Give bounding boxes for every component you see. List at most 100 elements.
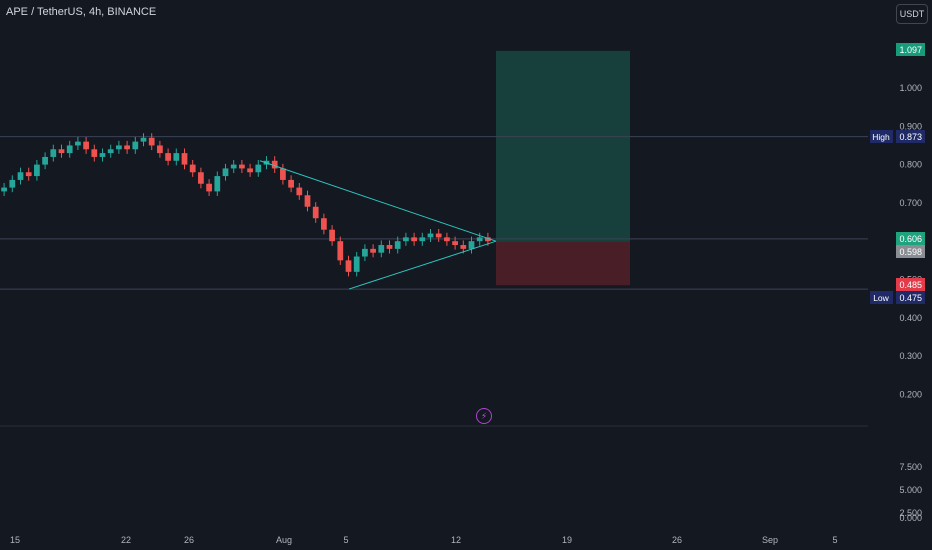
candle-body bbox=[362, 248, 368, 257]
candle-body bbox=[460, 245, 467, 249]
profit-zone bbox=[496, 50, 630, 242]
candle-body bbox=[91, 149, 98, 157]
price-tick-label: 0.900 bbox=[899, 121, 922, 131]
candle-body bbox=[304, 195, 311, 207]
time-tick-label: 12 bbox=[451, 535, 461, 545]
candle-body bbox=[370, 248, 376, 253]
price-tick-label: 1.000 bbox=[899, 83, 922, 93]
candle-body bbox=[198, 172, 204, 184]
candle-body bbox=[403, 237, 409, 242]
price-tick-label: 0.300 bbox=[899, 351, 922, 361]
candle-body bbox=[9, 179, 16, 188]
time-tick-label: 22 bbox=[121, 535, 131, 545]
candle-body bbox=[148, 137, 155, 146]
price-badge bbox=[896, 278, 925, 291]
position-zones bbox=[496, 50, 630, 286]
candle-body bbox=[345, 260, 352, 272]
price-badge-label: 1.097 bbox=[899, 45, 922, 55]
candle-body bbox=[1, 187, 7, 192]
candle-body bbox=[419, 237, 426, 242]
candle-body bbox=[25, 172, 32, 177]
price-tick-label: 0.800 bbox=[899, 160, 922, 170]
candle-body bbox=[321, 218, 327, 230]
candle-body bbox=[312, 206, 319, 219]
candle-body bbox=[411, 237, 417, 242]
currency-button[interactable]: USDT bbox=[896, 4, 928, 24]
candle-body bbox=[288, 179, 294, 188]
candle-body bbox=[271, 160, 278, 169]
candle-body bbox=[58, 149, 65, 154]
level-tag-label: Low bbox=[873, 293, 889, 303]
candle-body bbox=[337, 241, 344, 261]
candle-body bbox=[75, 141, 81, 146]
chart-title: APE / TetherUS, 4h, BINANCE bbox=[6, 6, 157, 18]
time-tick-label: 5 bbox=[832, 535, 837, 545]
level-tag bbox=[870, 130, 893, 143]
price-badge bbox=[896, 291, 925, 304]
candle-body bbox=[189, 164, 196, 173]
candle-body bbox=[296, 187, 303, 196]
candle-body bbox=[247, 168, 253, 173]
candlestick-series bbox=[1, 133, 491, 277]
time-axis: 15 22 26 Aug 5 12 19 26 Sep 5 bbox=[10, 535, 838, 545]
current-price-badge: 0.606 bbox=[896, 232, 925, 245]
triangle-pattern bbox=[259, 160, 497, 290]
candle-body bbox=[435, 233, 442, 238]
candle-body bbox=[66, 145, 73, 154]
price-badge bbox=[896, 43, 925, 56]
price-badge bbox=[896, 245, 925, 258]
candle-body bbox=[452, 241, 458, 246]
volume-tick-label: 7.500 bbox=[899, 462, 922, 472]
candle-body bbox=[206, 183, 212, 192]
target-price-badge: 1.097 bbox=[896, 43, 925, 56]
price-badge-label: 0.606 bbox=[899, 234, 922, 244]
candle-body bbox=[34, 164, 40, 177]
stop-price-badge: 0.485 bbox=[896, 278, 925, 291]
candle-body bbox=[378, 245, 385, 253]
candle-body bbox=[99, 153, 106, 157]
candle-body bbox=[50, 149, 57, 157]
candle-body bbox=[116, 145, 122, 150]
volume-tick-label: 2.500 bbox=[899, 508, 922, 518]
time-tick-label: 19 bbox=[562, 535, 572, 545]
candle-body bbox=[230, 164, 237, 169]
candle-body bbox=[386, 245, 393, 249]
candle-body bbox=[124, 145, 130, 150]
horizontal-levels bbox=[0, 136, 868, 427]
price-badge-label: 0.873 bbox=[899, 132, 922, 142]
candle-body bbox=[173, 153, 180, 161]
price-tick-label: 0.700 bbox=[899, 198, 922, 208]
lower-trendline bbox=[348, 240, 497, 290]
candle-body bbox=[485, 237, 491, 242]
time-tick-label: 5 bbox=[343, 535, 348, 545]
time-tick-label: Sep bbox=[762, 535, 778, 545]
low-price-badge: Low 0.475 bbox=[870, 291, 925, 304]
candle-body bbox=[140, 137, 147, 142]
candle-body bbox=[157, 145, 163, 154]
candle-body bbox=[181, 153, 188, 165]
time-tick-label: 26 bbox=[672, 535, 682, 545]
lightning-bolt-icon[interactable]: ⚡ bbox=[476, 408, 492, 424]
candle-body bbox=[132, 141, 139, 150]
candle-body bbox=[42, 156, 48, 165]
time-tick-label: 15 bbox=[10, 535, 20, 545]
candle-body bbox=[476, 237, 483, 242]
candle-body bbox=[165, 153, 171, 161]
candle-body bbox=[468, 241, 475, 249]
volume-tick-label: 0.000 bbox=[899, 513, 922, 523]
price-axis: 1.0000.9000.8000.7000.6000.5000.4000.300… bbox=[870, 43, 925, 523]
candle-body bbox=[353, 256, 360, 272]
candle-body bbox=[255, 164, 262, 173]
candle-body bbox=[427, 233, 434, 238]
candle-body bbox=[83, 141, 89, 150]
upper-trendline bbox=[259, 160, 497, 242]
candle-body bbox=[329, 229, 335, 242]
volume-tick-label: 5.000 bbox=[899, 485, 922, 495]
entry-price-badge: 0.598 bbox=[896, 245, 925, 258]
candle-body bbox=[222, 168, 229, 177]
price-badge bbox=[896, 232, 925, 245]
candle-body bbox=[239, 164, 245, 169]
level-tag bbox=[870, 291, 893, 304]
price-tick-label: 0.400 bbox=[899, 313, 922, 323]
